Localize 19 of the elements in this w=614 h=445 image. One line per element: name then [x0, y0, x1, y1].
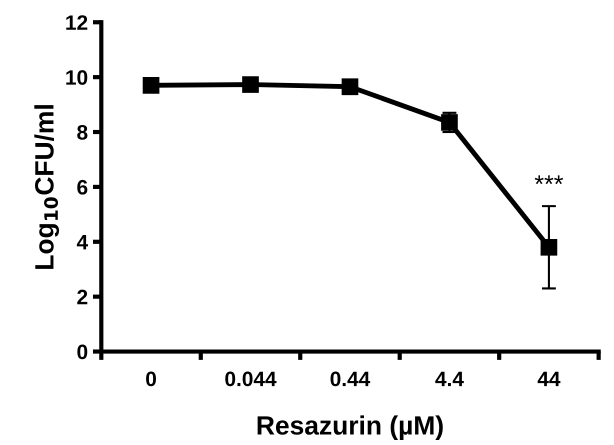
- x-tick-label: 0.044: [225, 372, 276, 386]
- y-tick-label: 10: [66, 70, 88, 85]
- x-axis-title: Resazurin (µM): [258, 415, 443, 440]
- annotation: ***: [534, 175, 564, 184]
- y-tick-label: 2: [77, 290, 88, 304]
- y-tick-label: 12: [66, 15, 88, 30]
- y-tick-label: 8: [77, 125, 88, 140]
- y-tick-label: 0: [77, 344, 88, 360]
- x-tick-label: 44: [538, 372, 560, 386]
- point: [540, 238, 558, 256]
- y-tick-label: 6: [77, 180, 88, 195]
- y-axis-title: Log$_{10}$CFU/ml: [34, 105, 60, 269]
- point: [242, 76, 259, 93]
- x-tick-label: 4.4: [435, 372, 464, 386]
- x-tick-label: 0.44: [330, 372, 370, 386]
- y-tick-label: 4: [76, 235, 88, 250]
- point: [342, 78, 358, 96]
- x-tick-label: 0: [146, 372, 156, 386]
- point: [142, 77, 160, 94]
